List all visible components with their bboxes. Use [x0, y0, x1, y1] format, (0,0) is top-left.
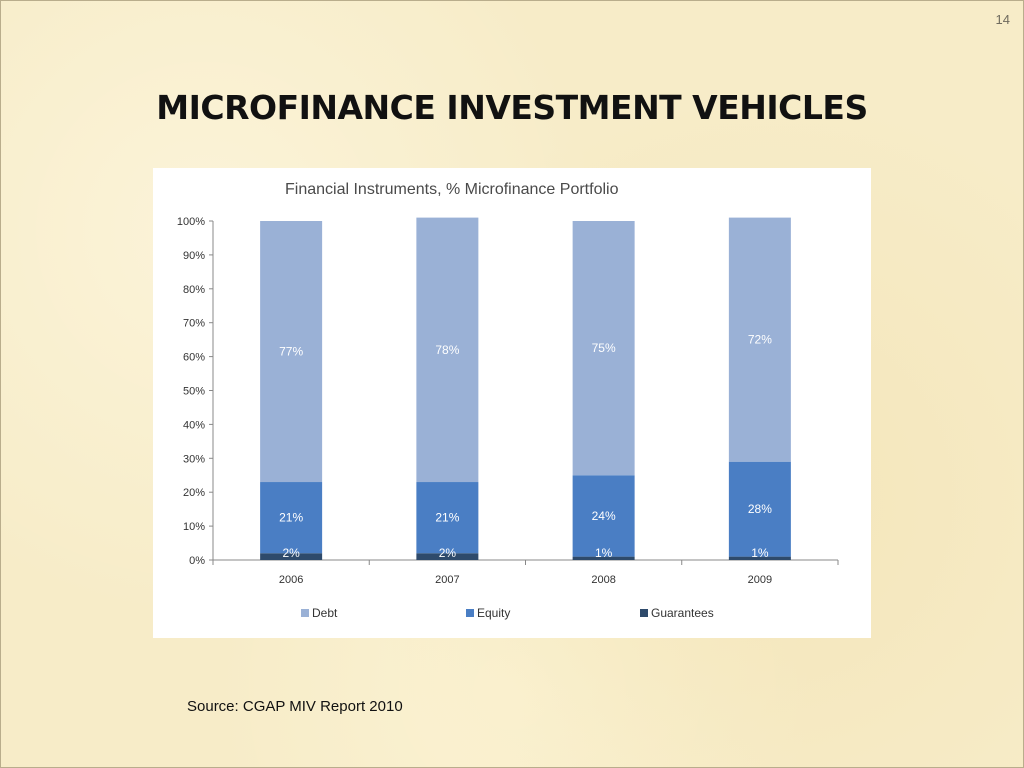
bar-guarantees-2006: [260, 553, 323, 560]
y-tick-label: 50%: [183, 386, 205, 398]
bar-equity-2009: [728, 461, 791, 557]
slide-title: MICROFINANCE INVESTMENT VEHICLES: [156, 88, 868, 127]
bar-equity-2008: [572, 475, 635, 557]
data-label-guarantees-2009: 1%: [751, 546, 769, 560]
x-tick-label: 2006: [279, 574, 303, 586]
legend-label-guarantees: Guarantees: [651, 606, 714, 620]
x-tick-label: 2009: [748, 574, 772, 586]
x-tick-label: 2008: [591, 574, 615, 586]
legend-swatch-guarantees: [640, 609, 648, 617]
chart-title: Financial Instruments, % Microfinance Po…: [285, 181, 619, 198]
x-tick-label: 2007: [435, 574, 459, 586]
y-tick-label: 0%: [189, 555, 205, 567]
data-label-guarantees-2006: 2%: [282, 546, 300, 560]
y-tick-label: 90%: [183, 250, 205, 262]
y-tick-label: 10%: [183, 521, 205, 533]
bar-equity-2006: [260, 482, 323, 554]
data-label-debt-2009: 72%: [748, 333, 772, 347]
stacked-bar-chart: Financial Instruments, % Microfinance Po…: [177, 181, 839, 620]
source-note: Source: CGAP MIV Report 2010: [187, 698, 403, 715]
y-tick-label: 100%: [177, 216, 205, 228]
y-tick-label: 30%: [183, 453, 205, 465]
legend-swatch-debt: [301, 609, 309, 617]
slide-number: 14: [995, 12, 1010, 27]
data-label-equity-2007: 21%: [435, 511, 459, 525]
bar-debt-2009: [728, 217, 791, 462]
bar-guarantees-2008: [572, 556, 635, 560]
bar-guarantees-2009: [728, 556, 791, 560]
y-tick-label: 60%: [183, 352, 205, 364]
data-label-guarantees-2007: 2%: [439, 546, 457, 560]
data-labels-group: 2% 21% 77% 2% 21% 78% 1% 24% 75% 1% 28% 72%: [279, 333, 772, 560]
data-label-guarantees-2008: 1%: [595, 546, 613, 560]
data-label-debt-2008: 75%: [592, 341, 616, 355]
bar-debt-2007: [416, 217, 479, 483]
y-tick-label: 40%: [183, 419, 205, 431]
axis-group: 0% 10% 20% 30% 40% 50% 60% 70% 80% 90% 100% 2006 200…: [177, 216, 839, 586]
legend-label-debt: Debt: [312, 606, 338, 620]
bar-guarantees-2007: [416, 553, 479, 560]
bars-group: [260, 217, 791, 560]
y-tick-label: 70%: [183, 318, 205, 330]
y-tick-label: 80%: [183, 284, 205, 296]
chart-panel: Financial Instruments, % Microfinance Po…: [153, 168, 871, 638]
legend-label-equity: Equity: [477, 606, 510, 620]
data-label-equity-2009: 28%: [748, 502, 772, 516]
bar-equity-2007: [416, 482, 479, 554]
bar-debt-2006: [260, 221, 323, 483]
data-label-equity-2006: 21%: [279, 511, 303, 525]
legend: Debt Equity Guarantees: [301, 606, 714, 620]
data-label-debt-2006: 77%: [279, 345, 303, 359]
bar-debt-2008: [572, 221, 635, 476]
y-tick-label: 20%: [183, 487, 205, 499]
legend-swatch-equity: [466, 609, 474, 617]
data-label-equity-2008: 24%: [592, 509, 616, 523]
data-label-debt-2007: 78%: [435, 343, 459, 357]
